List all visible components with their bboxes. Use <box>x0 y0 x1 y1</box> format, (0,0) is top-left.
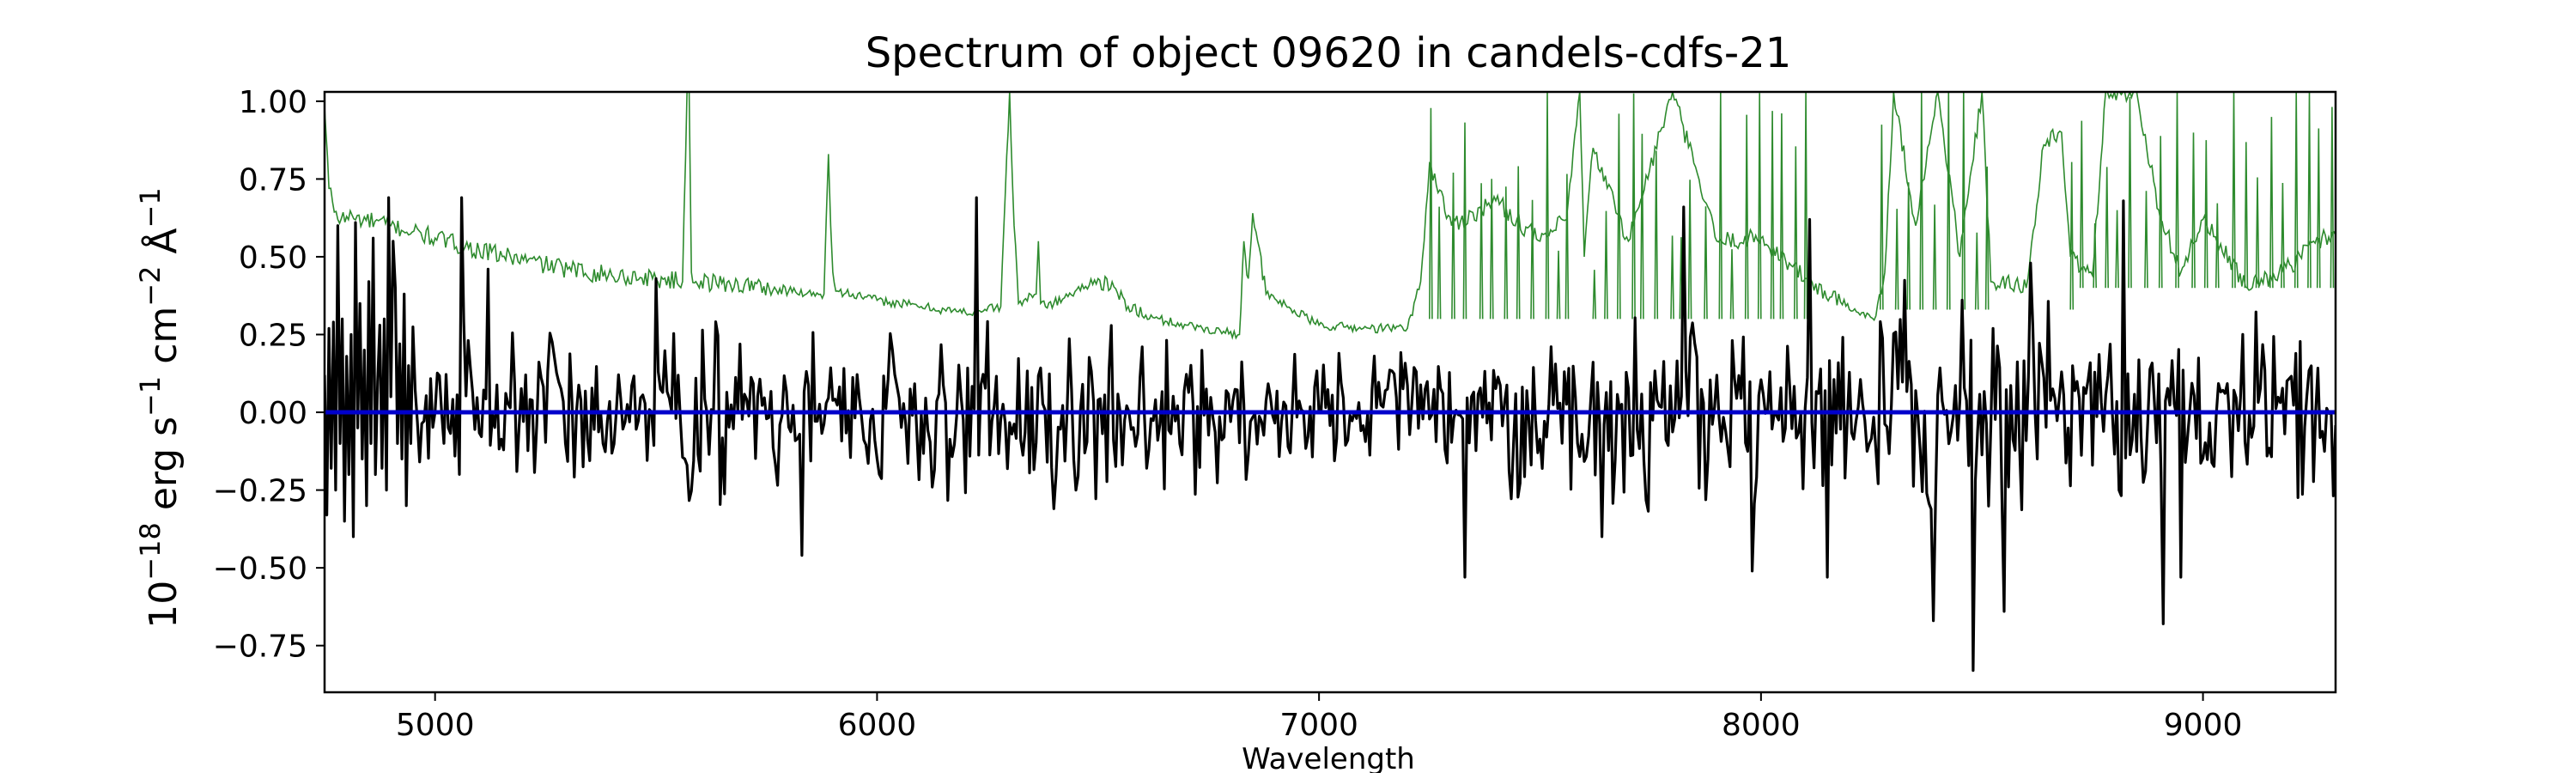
y-tick-label-5: 0.50 <box>239 240 307 276</box>
y-tick-label-7: 1.00 <box>239 85 307 120</box>
plot-series <box>325 92 2336 673</box>
chart-title: Spectrum of object 09620 in candels-cdfs… <box>866 29 1792 77</box>
y-axis-label: 10−18 erg s−1 cm−2 Å−1 <box>134 187 185 628</box>
y-tick-label-2: −0.25 <box>213 474 307 509</box>
y-axis-label-part-3: −1 <box>134 376 167 417</box>
x-axis-label: Wavelength <box>1242 742 1415 773</box>
y-axis-label-part-0: 10 <box>142 581 185 629</box>
y-axis-label-part-5: −2 <box>134 266 167 307</box>
y-axis-label-part-2: erg s <box>142 417 185 522</box>
axes: 5000 6000 7000 8000 9000 −0.75 −0.50 −0.25 0.00 0… <box>213 85 2337 743</box>
y-axis-label-part-7: −1 <box>134 187 167 228</box>
x-tick-label-6000: 6000 <box>838 708 917 743</box>
y-tick-label-4: 0.25 <box>239 318 307 353</box>
y-tick-label-6: 0.75 <box>239 162 307 198</box>
plot-frame <box>323 90 2337 694</box>
x-tick-label-5000: 5000 <box>396 708 475 743</box>
y-tick-label-0: −0.75 <box>213 630 307 665</box>
error-spectrum-line <box>325 92 2336 340</box>
x-tick-label-7000: 7000 <box>1279 708 1358 743</box>
y-tick-label-3: 0.00 <box>239 396 307 431</box>
plot-area <box>325 92 2336 673</box>
x-tick-label-9000: 9000 <box>2164 708 2243 743</box>
y-axis-label-part-1: −18 <box>134 522 167 581</box>
y-axis-label-part-4: cm <box>142 307 185 376</box>
x-tick-label-8000: 8000 <box>1722 708 1801 743</box>
y-tick-label-1: −0.50 <box>213 551 307 587</box>
y-axis-label-part-6: Å <box>140 228 185 265</box>
